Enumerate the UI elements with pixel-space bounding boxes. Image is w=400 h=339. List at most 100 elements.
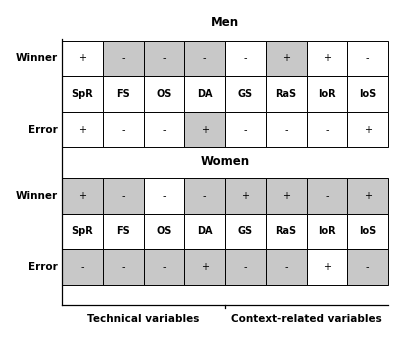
Bar bbox=[266, 112, 306, 147]
Text: RaS: RaS bbox=[276, 226, 297, 236]
Text: IoR: IoR bbox=[318, 226, 336, 236]
Bar bbox=[62, 112, 103, 147]
Text: DA: DA bbox=[197, 226, 212, 236]
Text: Winner: Winner bbox=[16, 191, 58, 201]
Bar bbox=[103, 249, 144, 285]
Text: -: - bbox=[366, 54, 369, 63]
Text: +: + bbox=[364, 125, 372, 135]
Text: DA: DA bbox=[197, 89, 212, 99]
Bar bbox=[144, 178, 184, 214]
Text: +: + bbox=[364, 191, 372, 201]
Bar bbox=[347, 41, 388, 76]
Text: Context-related variables: Context-related variables bbox=[231, 314, 382, 323]
Bar bbox=[306, 112, 347, 147]
Bar bbox=[347, 249, 388, 285]
Bar bbox=[103, 41, 144, 76]
Text: Technical variables: Technical variables bbox=[87, 314, 200, 323]
Bar bbox=[225, 249, 266, 285]
Text: -: - bbox=[121, 125, 125, 135]
Text: -: - bbox=[162, 262, 166, 272]
Bar bbox=[225, 214, 266, 249]
Bar bbox=[306, 249, 347, 285]
Bar bbox=[225, 112, 266, 147]
Bar bbox=[347, 178, 388, 214]
Text: -: - bbox=[366, 262, 369, 272]
Bar bbox=[266, 76, 306, 112]
Text: -: - bbox=[81, 262, 84, 272]
Bar bbox=[306, 214, 347, 249]
Text: OS: OS bbox=[156, 89, 172, 99]
Text: +: + bbox=[323, 54, 331, 63]
Bar bbox=[225, 41, 266, 76]
Text: +: + bbox=[323, 262, 331, 272]
Bar bbox=[184, 41, 225, 76]
Text: IoR: IoR bbox=[318, 89, 336, 99]
Text: +: + bbox=[201, 262, 209, 272]
Bar bbox=[62, 76, 103, 112]
Text: +: + bbox=[241, 191, 249, 201]
Text: -: - bbox=[244, 125, 247, 135]
Bar bbox=[347, 76, 388, 112]
Text: -: - bbox=[121, 54, 125, 63]
Text: GS: GS bbox=[238, 89, 253, 99]
Bar bbox=[144, 41, 184, 76]
Bar bbox=[103, 112, 144, 147]
Bar bbox=[225, 76, 266, 112]
Text: +: + bbox=[78, 54, 86, 63]
Text: -: - bbox=[162, 54, 166, 63]
Text: -: - bbox=[162, 191, 166, 201]
Bar bbox=[266, 178, 306, 214]
Text: +: + bbox=[282, 54, 290, 63]
Bar bbox=[103, 178, 144, 214]
Text: Error: Error bbox=[28, 125, 58, 135]
Text: Men: Men bbox=[211, 16, 239, 29]
Text: Error: Error bbox=[28, 262, 58, 272]
Text: -: - bbox=[244, 262, 247, 272]
Text: -: - bbox=[284, 262, 288, 272]
Text: -: - bbox=[325, 191, 329, 201]
Bar bbox=[103, 76, 144, 112]
Bar bbox=[184, 214, 225, 249]
Text: Women: Women bbox=[200, 155, 250, 168]
Bar bbox=[306, 178, 347, 214]
Bar bbox=[62, 41, 103, 76]
Bar bbox=[266, 41, 306, 76]
Text: -: - bbox=[203, 54, 206, 63]
Bar bbox=[62, 178, 103, 214]
Bar bbox=[225, 178, 266, 214]
Text: -: - bbox=[244, 54, 247, 63]
Bar bbox=[184, 76, 225, 112]
Text: FS: FS bbox=[116, 226, 130, 236]
Bar bbox=[184, 249, 225, 285]
Text: -: - bbox=[121, 191, 125, 201]
Text: OS: OS bbox=[156, 226, 172, 236]
Bar bbox=[266, 249, 306, 285]
Text: GS: GS bbox=[238, 226, 253, 236]
Text: -: - bbox=[325, 125, 329, 135]
Bar bbox=[306, 41, 347, 76]
Text: +: + bbox=[201, 125, 209, 135]
Text: +: + bbox=[78, 125, 86, 135]
Text: -: - bbox=[121, 262, 125, 272]
Bar bbox=[144, 76, 184, 112]
Bar bbox=[347, 112, 388, 147]
Bar bbox=[62, 214, 103, 249]
Bar bbox=[144, 112, 184, 147]
Text: IoS: IoS bbox=[359, 89, 376, 99]
Bar bbox=[347, 214, 388, 249]
Text: -: - bbox=[284, 125, 288, 135]
Text: -: - bbox=[162, 125, 166, 135]
Text: +: + bbox=[282, 191, 290, 201]
Bar bbox=[103, 214, 144, 249]
Bar bbox=[306, 76, 347, 112]
Text: -: - bbox=[203, 191, 206, 201]
Bar bbox=[144, 249, 184, 285]
Bar bbox=[266, 214, 306, 249]
Text: +: + bbox=[78, 191, 86, 201]
Bar bbox=[144, 214, 184, 249]
Bar bbox=[62, 249, 103, 285]
Text: Winner: Winner bbox=[16, 54, 58, 63]
Text: RaS: RaS bbox=[276, 89, 297, 99]
Bar bbox=[184, 178, 225, 214]
Text: FS: FS bbox=[116, 89, 130, 99]
